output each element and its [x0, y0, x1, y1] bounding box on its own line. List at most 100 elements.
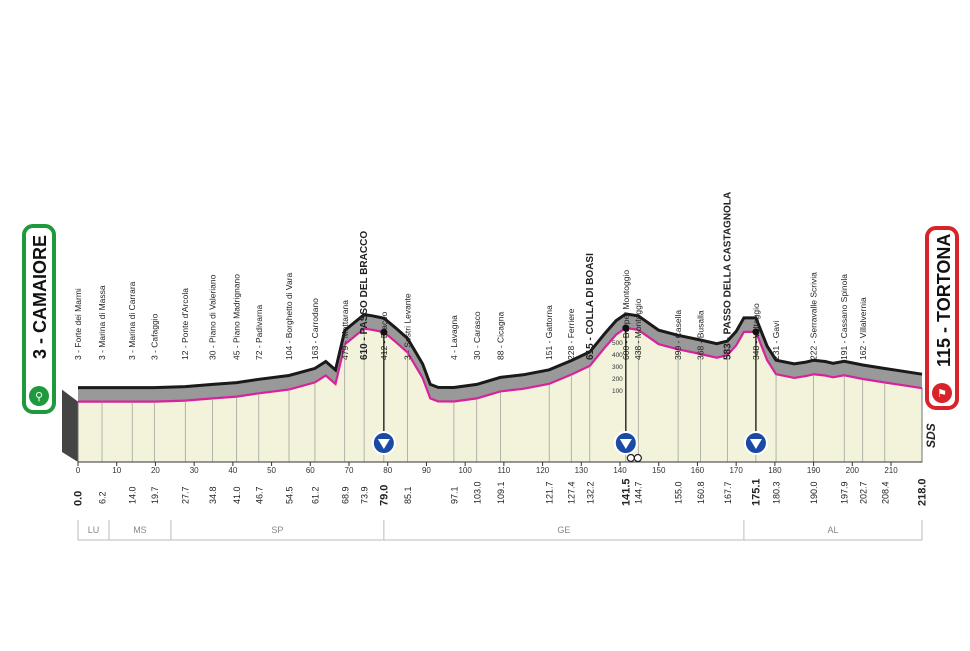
km-label: 190.0 — [809, 481, 819, 504]
km-label: 19.7 — [150, 486, 160, 504]
y-tick-label: 400 — [612, 352, 623, 359]
place-label: 600 - Bv. per Montoggio — [621, 270, 631, 360]
bonus-marker-icon — [633, 453, 642, 463]
x-tick-label: 110 — [497, 466, 510, 475]
km-label: 109.1 — [496, 481, 506, 504]
km-label: 132.2 — [585, 481, 595, 504]
place-label: 3 - Sestri Levante — [403, 293, 413, 360]
km-label: 79.0 — [378, 485, 390, 506]
km-label: 103.0 — [472, 481, 482, 504]
km-label: 54.5 — [285, 486, 295, 504]
finish-badge: 115 - TORTONA ⚑ — [925, 226, 959, 410]
province-label: GE — [557, 525, 570, 535]
km-label: 41.0 — [232, 486, 242, 504]
gpm-summit-dot — [622, 324, 630, 332]
km-label: 97.1 — [449, 486, 459, 504]
x-tick-label: 210 — [884, 466, 898, 475]
place-label: 4 - Lavagna — [449, 315, 459, 360]
km-label: 127.4 — [567, 481, 577, 504]
gpm-triangle — [377, 439, 390, 449]
start-badge: 3 - CAMAIORE ⚲ — [22, 224, 56, 414]
y-tick-label: 200 — [612, 376, 623, 383]
km-label: 68.9 — [340, 486, 350, 504]
km-label: 14.0 — [128, 486, 138, 504]
km-label: 160.8 — [696, 481, 706, 504]
gpm-triangle — [619, 439, 632, 449]
km-label: 202.7 — [858, 481, 868, 504]
y-tick-label: 500 — [612, 340, 623, 347]
place-label: 3 - Forte dei Marmi — [73, 288, 83, 360]
km-label: 218.0 — [917, 478, 929, 506]
profile-area — [62, 312, 923, 463]
finish-label: 115 - TORTONA — [934, 234, 954, 367]
x-tick-label: 190 — [807, 466, 821, 475]
svg-text:⚲: ⚲ — [35, 391, 43, 403]
place-label: 228 - Ferriere — [566, 308, 576, 360]
brand-label: SDS — [924, 423, 938, 448]
place-label: 30 - Carasco — [472, 311, 482, 360]
start-label: 3 - CAMAIORE — [30, 235, 50, 359]
x-tick-label: 80 — [383, 466, 392, 475]
gpm-markers — [371, 324, 768, 463]
place-label: 3 - Marina di Massa — [97, 285, 107, 360]
km-label: 27.7 — [181, 486, 191, 504]
place-label: 615 - COLLA DI BOASI — [585, 253, 596, 360]
x-axis-ticks: 0 10 20 30 40 50 60 70 80 90 100 110 120 130 140 150 160… — [76, 340, 922, 475]
finish-badge-frame — [925, 226, 959, 410]
place-label: 583 - PASSO DELLA CASTAGNOLA — [722, 192, 733, 360]
x-tick-label: 40 — [228, 466, 237, 475]
y-tick-label: 100 — [612, 388, 623, 395]
place-label: 438 - Montoggio — [633, 298, 643, 360]
x-tick-label: 180 — [768, 466, 782, 475]
province-label: MS — [133, 525, 147, 535]
km-label: 61.2 — [310, 486, 320, 504]
place-label: 162 - Villalvernia — [858, 297, 868, 360]
route-line — [78, 326, 923, 403]
bicycle-icon — [29, 386, 49, 406]
km-label: 208.4 — [880, 481, 890, 504]
x-tick-label: 150 — [652, 466, 666, 475]
place-label: 88 - Cicagna — [495, 312, 505, 360]
km-label: 46.7 — [254, 486, 264, 504]
x-tick-label: 70 — [345, 466, 354, 475]
bonus-marker-icon — [626, 453, 635, 463]
place-label: 368 - Busalla — [696, 310, 706, 360]
place-label: 231 - Gavi — [771, 321, 781, 360]
finish-flag-icon — [932, 383, 952, 403]
x-tick-label: 160 — [691, 466, 705, 475]
place-label: 610 - PASSO DEL BRACCO — [359, 231, 370, 360]
km-label: 85.1 — [403, 486, 413, 504]
place-label: 222 - Serravalle Scrivia — [809, 272, 819, 360]
province-label: LU — [88, 525, 100, 535]
place-label: 12 - Ponte d'Arcola — [180, 288, 190, 360]
province-bar: LU MS SP GE AL — [77, 520, 923, 541]
km-label: 180.3 — [772, 481, 782, 504]
gpm-summit-dot — [380, 328, 388, 336]
x-tick-label: 170 — [729, 466, 743, 475]
x-tick-label: 10 — [112, 466, 121, 475]
x-tick-label: 130 — [575, 466, 589, 475]
place-label: 30 - Piano di Valeriano — [208, 274, 218, 360]
svg-text:⚑: ⚑ — [937, 388, 947, 400]
km-label: 6.2 — [98, 491, 108, 504]
profile-shadow-band — [78, 314, 922, 402]
km-label: 121.7 — [545, 481, 555, 504]
profile-top-edge — [78, 312, 923, 390]
km-label: 155.0 — [674, 481, 684, 504]
x-tick-label: 140 — [613, 466, 627, 475]
place-label: 399 - Casella — [673, 310, 683, 360]
gpm-triangle — [749, 439, 762, 449]
province-label: SP — [271, 525, 283, 535]
x-tick-label: 100 — [458, 466, 472, 475]
x-tick-label: 60 — [306, 466, 315, 475]
x-tick-label: 30 — [190, 466, 199, 475]
place-label: 163 - Carrodano — [310, 298, 320, 360]
start-badge-frame — [22, 224, 56, 414]
gpm-summit-dot — [752, 328, 760, 336]
km-label: 197.9 — [840, 481, 850, 504]
km-label: 175.1 — [750, 478, 762, 506]
x-tick-label: 0 — [76, 466, 81, 475]
place-label: 45 - Piano Madrignano — [232, 274, 242, 360]
